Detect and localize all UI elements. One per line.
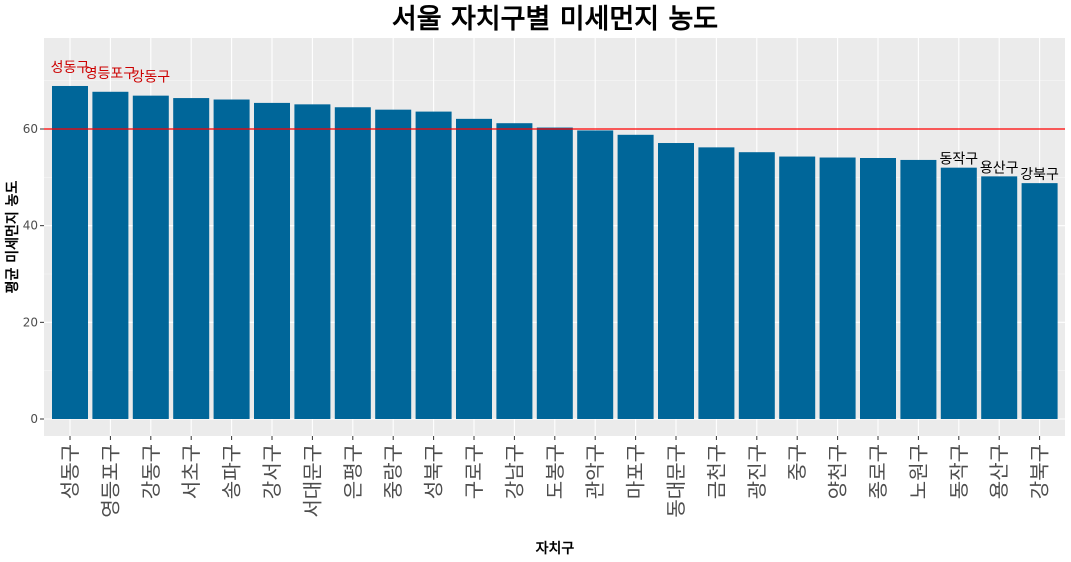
bar bbox=[1021, 183, 1058, 419]
x-tick-label: 용산구 bbox=[987, 444, 1011, 499]
y-tick-label: 20 bbox=[23, 315, 38, 329]
bar bbox=[819, 157, 856, 419]
bar bbox=[415, 111, 452, 419]
x-tick-label: 광진구 bbox=[745, 444, 769, 499]
bar bbox=[779, 156, 816, 420]
top-data-label: 성동구 bbox=[51, 60, 90, 76]
x-tick-label: 송파구 bbox=[220, 444, 244, 499]
bar bbox=[496, 123, 533, 419]
bar bbox=[254, 102, 290, 420]
y-axis-title: 평균 미세먼지 농도 bbox=[4, 180, 21, 293]
bar bbox=[92, 91, 129, 420]
bar bbox=[132, 95, 169, 420]
top-data-label: 영등포구 bbox=[85, 66, 137, 82]
x-tick-label: 강서구 bbox=[260, 444, 284, 499]
top-data-label: 강동구 bbox=[131, 70, 170, 86]
x-tick-label: 양천구 bbox=[826, 444, 850, 499]
y-tick-label: 60 bbox=[23, 122, 38, 136]
bar bbox=[698, 147, 735, 419]
bar bbox=[658, 143, 694, 419]
bar bbox=[860, 158, 896, 419]
x-tick-label: 동작구 bbox=[947, 444, 971, 499]
x-tick-label: 강동구 bbox=[139, 444, 163, 499]
bar bbox=[940, 167, 977, 419]
x-tick-label: 서대문구 bbox=[300, 444, 324, 518]
x-tick-label: 서초구 bbox=[179, 444, 203, 499]
bar bbox=[334, 107, 371, 419]
x-tick-label: 중구 bbox=[785, 444, 809, 481]
x-tick-label: 금천구 bbox=[704, 444, 728, 499]
x-tick-label: 영등포구 bbox=[98, 444, 122, 518]
x-tick-label: 중랑구 bbox=[381, 444, 405, 499]
bar bbox=[213, 99, 250, 420]
bars bbox=[52, 85, 1058, 420]
bottom-data-label: 동작구 bbox=[939, 152, 978, 168]
bar bbox=[738, 152, 775, 419]
x-tick-label: 구로구 bbox=[462, 444, 486, 499]
x-axis-title: 자치구 bbox=[536, 541, 575, 557]
x-tick-label: 강북구 bbox=[1028, 444, 1052, 499]
x-tick-label: 도봉구 bbox=[543, 444, 567, 499]
y-tick-label: 40 bbox=[23, 219, 38, 233]
x-tick-label: 동대문구 bbox=[664, 444, 688, 518]
x-tick-label: 성동구 bbox=[58, 444, 82, 499]
bar bbox=[375, 109, 412, 420]
chart-title: 서울 자치구별 미세먼지 농도 bbox=[392, 4, 718, 35]
x-tick-label: 은평구 bbox=[341, 444, 365, 499]
x-tick-label: 종로구 bbox=[866, 444, 890, 499]
x-tick-label: 성북구 bbox=[422, 444, 446, 499]
y-tick-label: 0 bbox=[30, 412, 38, 426]
bottom-data-label: 강북구 bbox=[1020, 167, 1059, 183]
bar bbox=[294, 104, 331, 419]
x-tick-label: 노원구 bbox=[906, 444, 930, 499]
bar bbox=[536, 127, 573, 420]
bottom-data-label: 용산구 bbox=[980, 160, 1019, 176]
x-tick-label: 마포구 bbox=[624, 444, 648, 499]
x-axis: 성동구 영등포구 강동구 서초구 송파구 강서구 서대문구 은평구 중랑구 성북구 구로구 강남구 도봉… bbox=[58, 436, 1052, 518]
bar bbox=[52, 85, 88, 419]
bar bbox=[456, 118, 492, 419]
bar bbox=[173, 98, 210, 420]
y-axis: 0 20 40 60 bbox=[23, 122, 44, 426]
bar bbox=[577, 130, 614, 419]
bar bbox=[900, 159, 937, 419]
x-tick-label: 관악구 bbox=[583, 444, 607, 499]
bar bbox=[981, 176, 1018, 419]
bar bbox=[617, 134, 654, 420]
x-tick-label: 강남구 bbox=[502, 444, 526, 499]
